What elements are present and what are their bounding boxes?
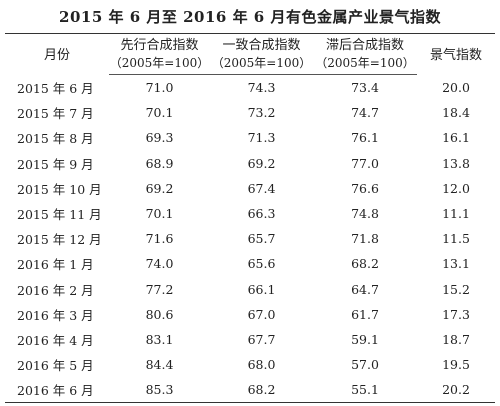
header-prosperity: 景气指数 (417, 33, 495, 75)
cell-leading: 77.2 (145, 281, 174, 297)
cell-prosperity: 15.2 (442, 281, 470, 297)
cell-coincident: 68.2 (210, 377, 313, 404)
header-coincident-unit: （2005年=100） (210, 54, 313, 75)
cell-lagging: 74.7 (351, 105, 379, 121)
cell-coincident: 66.3 (247, 206, 276, 222)
cell-lagging: 77.0 (351, 155, 379, 171)
table-header: 月份 先行合成指数 一致合成指数 滞后合成指数 景气指数 （2005年=100）… (5, 33, 495, 75)
cell-coincident: 68.0 (247, 357, 276, 373)
cell-lagging: 76.6 (351, 180, 379, 196)
cell-month: 2015 年 9 月 (17, 156, 94, 172)
table-row: 2016 年 4 月 83.1 67.7 59.1 18.7 (5, 327, 495, 352)
cell-coincident: 71.3 (247, 130, 276, 146)
cell-coincident: 73.2 (247, 105, 276, 121)
cell-coincident: 67.4 (247, 180, 276, 196)
table-row: 2015 年 7 月 70.1 73.2 74.7 18.4 (5, 100, 495, 125)
cell-prosperity: 11.5 (442, 231, 470, 247)
cell-prosperity: 17.3 (442, 306, 470, 322)
cell-lagging: 55.1 (313, 377, 417, 404)
cell-leading: 83.1 (145, 331, 174, 347)
table-row: 2016 年 3 月 80.6 67.0 61.7 17.3 (5, 302, 495, 327)
header-lagging-unit: （2005年=100） (313, 54, 417, 75)
header-row: 月份 先行合成指数 一致合成指数 滞后合成指数 景气指数 (5, 33, 495, 75)
header-unit-row: （2005年=100） （2005年=100） （2005年=100） (5, 54, 495, 75)
header-lagging: 滞后合成指数 (313, 33, 417, 54)
cell-leading: 71.0 (145, 80, 174, 96)
cell-prosperity: 20.2 (417, 377, 495, 404)
cell-leading: 74.0 (145, 256, 174, 272)
header-leading: 先行合成指数 (109, 33, 210, 54)
cell-prosperity: 11.1 (442, 206, 470, 222)
table-row: 2015 年 9 月 68.9 69.2 77.0 13.8 (5, 151, 495, 176)
cell-lagging: 57.0 (351, 357, 379, 373)
table-row: 2016 年 2 月 77.2 66.1 64.7 15.2 (5, 277, 495, 302)
cell-leading: 84.4 (145, 357, 174, 373)
cell-month: 2016 年 2 月 (17, 282, 94, 298)
table-row: 2016 年 5 月 84.4 68.0 57.0 19.5 (5, 352, 495, 377)
cell-lagging: 71.8 (351, 231, 379, 247)
cell-prosperity: 19.5 (442, 357, 470, 373)
cell-leading: 69.2 (145, 180, 174, 196)
cell-month: 2015 年 11 月 (17, 207, 102, 223)
cell-lagging: 59.1 (351, 331, 379, 347)
cell-month: 2016 年 6 月 (5, 377, 109, 404)
table-row: 2015 年 10 月 69.2 67.4 76.6 12.0 (5, 176, 495, 201)
cell-month: 2015 年 7 月 (17, 106, 94, 122)
header-leading-unit: （2005年=100） (109, 54, 210, 75)
cell-prosperity: 12.0 (442, 180, 470, 196)
cell-coincident: 69.2 (247, 155, 276, 171)
cell-prosperity: 16.1 (442, 130, 470, 146)
cell-lagging: 73.4 (351, 80, 379, 96)
table-row: 2016 年 1 月 74.0 65.6 68.2 13.1 (5, 251, 495, 276)
cell-month: 2015 年 12 月 (17, 232, 102, 248)
cell-leading: 85.3 (109, 377, 210, 404)
table-title: 2015 年 6 月至 2016 年 6 月有色金属产业景气指数 (59, 8, 441, 26)
cell-lagging: 61.7 (351, 306, 379, 322)
cell-lagging: 64.7 (351, 281, 379, 297)
cell-leading: 71.6 (145, 231, 174, 247)
cell-coincident: 65.7 (247, 231, 276, 247)
cell-coincident: 67.0 (247, 306, 276, 322)
cell-month: 2015 年 8 月 (17, 131, 94, 147)
cell-leading: 70.1 (145, 206, 174, 222)
cell-leading: 69.3 (145, 130, 174, 146)
cell-prosperity: 20.0 (442, 79, 470, 95)
cell-month: 2016 年 4 月 (17, 332, 94, 348)
cell-lagging: 76.1 (351, 130, 379, 146)
table-body: 2015 年 6 月 71.0 74.3 73.4 20.0 2015 年 7 月 70.1… (5, 75, 495, 404)
cell-month: 2016 年 1 月 (17, 257, 94, 273)
cell-month: 2015 年 6 月 (17, 80, 94, 96)
cell-prosperity: 13.1 (442, 256, 470, 272)
header-month: 月份 (5, 33, 109, 75)
cell-month: 2015 年 10 月 (17, 181, 102, 197)
cell-month: 2016 年 5 月 (17, 358, 94, 374)
cell-coincident: 67.7 (247, 331, 276, 347)
cell-prosperity: 13.8 (442, 155, 470, 171)
cell-coincident: 74.3 (247, 80, 276, 96)
cell-coincident: 66.1 (247, 281, 276, 297)
table-row: 2015 年 6 月 71.0 74.3 73.4 20.0 (5, 75, 495, 101)
cell-lagging: 74.8 (351, 206, 379, 222)
table-row: 2015 年 8 月 69.3 71.3 76.1 16.1 (5, 125, 495, 150)
table-row: 2016 年 6 月 85.3 68.2 55.1 20.2 (5, 377, 495, 404)
cell-lagging: 68.2 (351, 256, 379, 272)
cell-prosperity: 18.7 (442, 331, 470, 347)
prosperity-index-table: 月份 先行合成指数 一致合成指数 滞后合成指数 景气指数 （2005年=100）… (5, 33, 495, 404)
cell-prosperity: 18.4 (442, 105, 470, 121)
cell-coincident: 65.6 (247, 256, 276, 272)
table-row: 2015 年 11 月 70.1 66.3 74.8 11.1 (5, 201, 495, 226)
cell-leading: 70.1 (145, 105, 174, 121)
cell-leading: 80.6 (145, 306, 174, 322)
cell-month: 2016 年 3 月 (17, 307, 94, 323)
header-coincident: 一致合成指数 (210, 33, 313, 54)
table-row: 2015 年 12 月 71.6 65.7 71.8 11.5 (5, 226, 495, 251)
cell-leading: 68.9 (145, 155, 174, 171)
